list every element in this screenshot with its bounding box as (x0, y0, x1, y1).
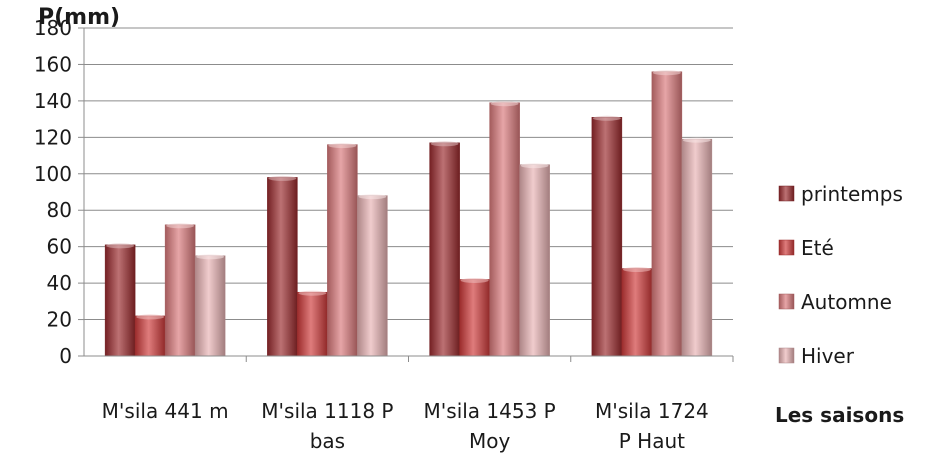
bar-top-highlight (196, 254, 225, 260)
y-tick-label: 20 (47, 308, 72, 332)
bar-top-highlight (358, 194, 387, 200)
legend-swatch (778, 347, 795, 364)
bar-top-highlight (328, 143, 357, 149)
legend-label: Automne (801, 290, 892, 314)
bar-top-highlight (490, 101, 519, 107)
bar-top-highlight (166, 223, 195, 229)
y-tick-label: 80 (47, 198, 72, 222)
y-tick-label: 100 (34, 162, 72, 186)
bar-eté (621, 268, 653, 357)
bar-top-highlight (622, 267, 651, 273)
y-tick-label: 160 (34, 52, 72, 76)
bars (104, 70, 713, 357)
bar-top-highlight (592, 115, 621, 121)
legend-swatch (778, 185, 795, 202)
bar-eté (134, 315, 166, 357)
bar-top-highlight (460, 277, 489, 283)
y-tick-label: 60 (47, 235, 72, 259)
bar-automne (164, 224, 196, 357)
y-tick-label: 140 (34, 89, 72, 113)
x-tick-label: P Haut (619, 429, 685, 453)
y-tick-label: 180 (34, 16, 72, 40)
bar-top-highlight (136, 314, 165, 320)
legend-swatch (778, 239, 795, 256)
axes: 0 20 40 60 80 100 120 140 160 180 M'sila 441 m M'si… (34, 16, 734, 453)
legend-label: Eté (801, 236, 834, 260)
bar-printemps (267, 177, 298, 357)
bar-printemps (591, 117, 623, 357)
bar-top-highlight (430, 141, 459, 147)
bar-hiver (194, 255, 226, 357)
y-tick-label: 120 (34, 125, 72, 149)
legend-swatch (778, 293, 795, 310)
bar-top-highlight (106, 243, 135, 249)
bar-top-highlight (298, 290, 327, 296)
bar-eté (297, 291, 328, 357)
bar-automne (651, 71, 683, 357)
bar-hiver (357, 195, 388, 357)
x-tick-label: M'sila 1118 P (261, 399, 393, 423)
legend: printemps Eté Automne Hiver (778, 182, 903, 368)
x-tick-label: bas (310, 429, 345, 453)
bar-eté (459, 279, 490, 357)
bar-printemps (429, 142, 460, 357)
bar-hiver (681, 138, 713, 357)
bar-printemps (104, 244, 136, 357)
y-tick-label: 0 (59, 344, 72, 368)
x-tick-label: M'sila 1453 P (424, 399, 556, 423)
bar-automne (489, 102, 520, 357)
legend-label: printemps (801, 182, 903, 206)
bar-top-highlight (520, 163, 549, 169)
legend-label: Hiver (801, 344, 855, 368)
bar-top-highlight (652, 70, 681, 76)
x-axis-label: Les saisons (775, 403, 904, 427)
bar-top-highlight (682, 137, 711, 143)
bar-automne (327, 144, 358, 357)
x-tick-label: M'sila 1724 (595, 399, 709, 423)
bar-hiver (519, 164, 550, 357)
y-axis-label: P(mm) (38, 5, 120, 30)
bar-top-highlight (268, 175, 297, 181)
y-tick-label: 40 (47, 271, 72, 295)
x-tick-label: M'sila 441 m (102, 399, 229, 423)
x-tick-label: Moy (469, 429, 510, 453)
